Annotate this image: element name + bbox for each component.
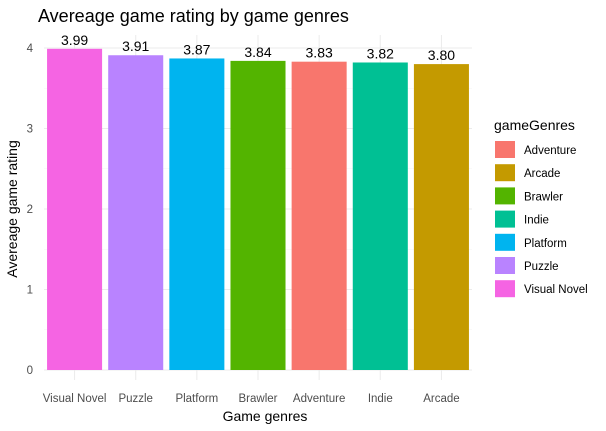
y-tick-label: 2	[27, 204, 33, 216]
x-tick-label: Visual Novel	[43, 393, 107, 405]
y-axis-title: Avereage game rating	[4, 140, 20, 278]
x-tick-label: Puzzle	[118, 393, 153, 405]
y-tick-labels: 0 1 2 3 4	[27, 43, 34, 377]
legend-key	[495, 164, 515, 182]
data-label: 3.99	[61, 32, 88, 48]
x-tick-labels: Visual Novel Puzzle Platform Brawler Adventu…	[43, 393, 460, 405]
bar	[413, 64, 469, 370]
bar	[291, 61, 347, 371]
data-label: 3.83	[306, 45, 333, 61]
chart-title: Avereage game rating by game genres	[38, 6, 349, 26]
legend-label: Brawler	[524, 191, 563, 203]
legend-key	[495, 187, 515, 205]
legend-label: Visual Novel	[524, 284, 588, 296]
legend-label: Platform	[524, 238, 567, 250]
legend-key	[495, 257, 515, 274]
bar	[169, 58, 225, 371]
legend-label: Puzzle	[524, 261, 559, 273]
legend: gameGenres Adventure Arcade Brawler Indie Pl…	[494, 117, 588, 298]
data-labels: 3.99 3.91 3.87 3.84 3.83 3.82 3.80	[61, 32, 455, 63]
bar	[352, 62, 408, 371]
data-label: 3.82	[367, 45, 394, 61]
bar	[47, 48, 103, 371]
data-label: 3.84	[244, 44, 271, 60]
legend-label: Indie	[524, 215, 549, 227]
x-tick-label: Arcade	[423, 393, 459, 405]
y-tick-label: 0	[27, 365, 33, 377]
legend-key	[495, 233, 515, 251]
legend-title: gameGenres	[494, 117, 575, 133]
data-label: 3.80	[428, 47, 455, 63]
x-tick-label: Brawler	[239, 393, 278, 405]
x-tick-label: Adventure	[293, 393, 345, 405]
data-label: 3.87	[183, 41, 210, 57]
y-tick-label: 3	[27, 124, 33, 136]
legend-key	[495, 141, 515, 158]
legend-key	[495, 210, 515, 228]
x-tick-label: Indie	[368, 393, 393, 405]
bar	[230, 60, 286, 370]
bar	[108, 55, 164, 371]
x-tick-label: Platform	[175, 393, 218, 405]
bars	[47, 48, 469, 371]
legend-label: Adventure	[524, 145, 576, 157]
y-tick-label: 1	[27, 285, 33, 297]
x-axis-title: Game genres	[223, 408, 308, 424]
y-tick-label: 4	[27, 43, 34, 55]
legend-label: Arcade	[524, 168, 560, 180]
data-label: 3.91	[122, 38, 149, 54]
legend-key	[495, 280, 515, 298]
